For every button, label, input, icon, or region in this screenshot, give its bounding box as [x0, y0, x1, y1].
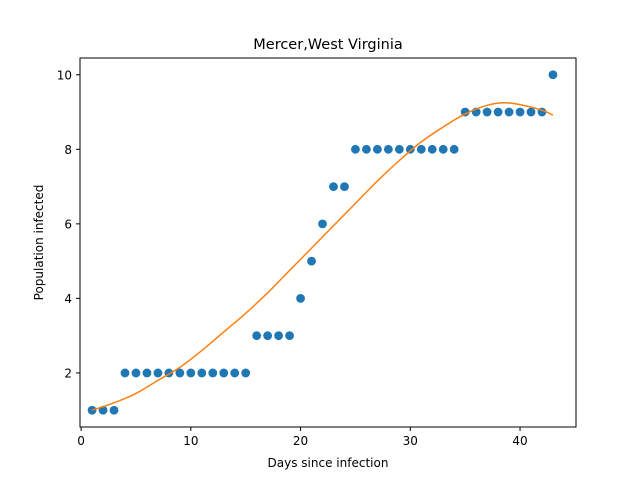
data-point — [153, 368, 163, 378]
data-point — [230, 368, 240, 378]
data-point — [351, 144, 360, 154]
x-tick-label: 10 — [183, 434, 198, 448]
data-point — [131, 368, 141, 378]
x-tick-label: 30 — [403, 434, 418, 448]
data-point — [109, 405, 119, 415]
y-tick-label: 4 — [64, 292, 72, 306]
data-point — [208, 368, 218, 378]
data-point — [383, 144, 393, 154]
data-point — [285, 331, 294, 341]
data-point — [416, 144, 426, 154]
data-point — [340, 182, 349, 191]
data-point — [307, 256, 316, 266]
data-point — [482, 107, 492, 117]
data-point — [329, 182, 338, 191]
data-point — [120, 368, 130, 378]
data-point — [142, 368, 152, 378]
data-point — [219, 368, 229, 378]
data-point — [362, 144, 371, 154]
data-point — [252, 331, 262, 341]
x-axis-label: Days since infection — [268, 456, 389, 470]
y-axis-label: Population infected — [32, 185, 46, 301]
data-point — [493, 107, 503, 117]
data-point — [394, 144, 404, 154]
chart-title: Mercer,West Virginia — [253, 37, 402, 53]
data-point — [197, 368, 207, 378]
y-tick-label: 10 — [57, 68, 72, 82]
data-point — [241, 368, 251, 378]
data-point — [515, 107, 525, 117]
data-point — [405, 144, 415, 154]
data-point — [318, 219, 327, 229]
data-point — [274, 331, 284, 341]
y-tick-label: 8 — [64, 143, 72, 157]
x-tick-label: 20 — [293, 434, 308, 448]
data-point — [548, 70, 558, 80]
y-tick-label: 6 — [64, 217, 72, 231]
data-point — [175, 368, 185, 378]
ticks-layer: 0 10 20 30 40 2 4 6 8 10 — [57, 68, 528, 448]
series-layer — [87, 70, 558, 415]
x-tick-label: 0 — [77, 434, 85, 448]
y-tick-label: 2 — [64, 366, 72, 380]
data-point — [186, 368, 196, 378]
plot-area — [80, 58, 576, 427]
data-point — [296, 294, 305, 303]
data-point — [427, 144, 437, 154]
axes-frame — [79, 57, 577, 428]
data-point — [526, 107, 536, 117]
x-tick-label: 40 — [512, 434, 527, 448]
fit-curve — [91, 101, 554, 411]
data-point — [263, 331, 273, 341]
data-point — [372, 144, 382, 154]
data-point — [438, 144, 448, 154]
data-point — [449, 144, 459, 154]
data-point — [504, 107, 514, 117]
